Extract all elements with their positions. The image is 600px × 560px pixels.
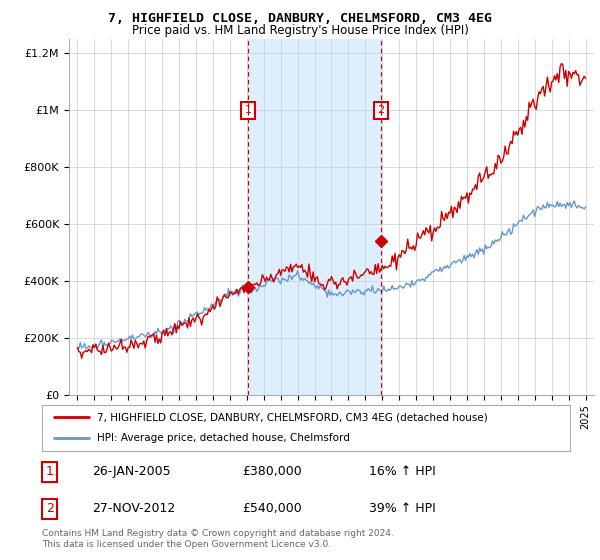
Bar xyxy=(248,39,381,395)
Text: Contains HM Land Registry data © Crown copyright and database right 2024.
This d: Contains HM Land Registry data © Crown c… xyxy=(42,529,394,549)
Text: 27-NOV-2012: 27-NOV-2012 xyxy=(92,502,175,515)
Text: 2: 2 xyxy=(46,502,54,515)
Text: £380,000: £380,000 xyxy=(242,465,302,478)
Text: Price paid vs. HM Land Registry's House Price Index (HPI): Price paid vs. HM Land Registry's House … xyxy=(131,24,469,36)
Text: 16% ↑ HPI: 16% ↑ HPI xyxy=(370,465,436,478)
Text: 1: 1 xyxy=(46,465,54,478)
Text: 1: 1 xyxy=(245,105,251,115)
Text: 26-JAN-2005: 26-JAN-2005 xyxy=(92,465,171,478)
Text: HPI: Average price, detached house, Chelmsford: HPI: Average price, detached house, Chel… xyxy=(97,433,350,444)
Text: 7, HIGHFIELD CLOSE, DANBURY, CHELMSFORD, CM3 4EG: 7, HIGHFIELD CLOSE, DANBURY, CHELMSFORD,… xyxy=(108,12,492,25)
Text: £540,000: £540,000 xyxy=(242,502,302,515)
Text: 7, HIGHFIELD CLOSE, DANBURY, CHELMSFORD, CM3 4EG (detached house): 7, HIGHFIELD CLOSE, DANBURY, CHELMSFORD,… xyxy=(97,412,488,422)
FancyBboxPatch shape xyxy=(42,405,570,451)
Text: 39% ↑ HPI: 39% ↑ HPI xyxy=(370,502,436,515)
Text: 2: 2 xyxy=(377,105,385,115)
